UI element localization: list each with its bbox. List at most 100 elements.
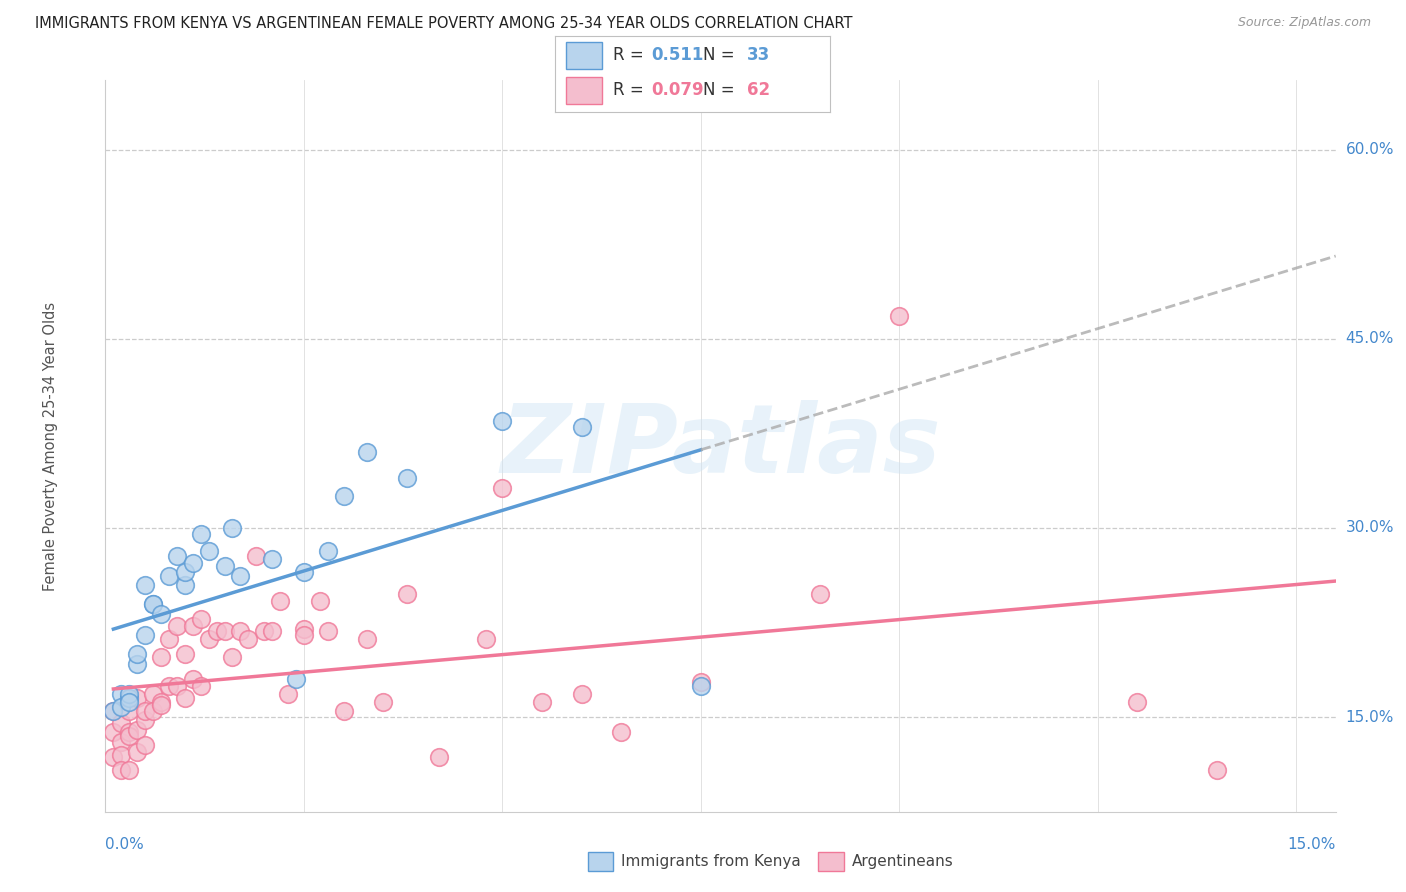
Point <box>103 750 125 764</box>
Point <box>110 735 132 749</box>
Point <box>808 586 831 600</box>
Point <box>332 490 354 504</box>
Text: Argentineans: Argentineans <box>852 855 953 869</box>
Point <box>221 649 243 664</box>
Point <box>173 647 195 661</box>
Text: 45.0%: 45.0% <box>1346 331 1393 346</box>
Point <box>173 691 195 706</box>
Point <box>316 543 339 558</box>
Point <box>610 725 633 739</box>
Point <box>292 622 315 636</box>
Point <box>221 521 243 535</box>
Point <box>110 688 132 702</box>
Point <box>150 649 173 664</box>
Point <box>1205 763 1227 777</box>
Point <box>396 470 419 484</box>
Text: Immigrants from Kenya: Immigrants from Kenya <box>621 855 801 869</box>
Point <box>689 674 711 689</box>
Point <box>157 679 180 693</box>
Point <box>262 552 284 566</box>
Point <box>103 704 125 718</box>
Text: ZIPatlas: ZIPatlas <box>501 400 941 492</box>
Point <box>150 698 173 712</box>
Text: N =: N = <box>703 46 735 64</box>
Point <box>316 624 339 639</box>
Point <box>197 632 219 646</box>
Point <box>103 725 125 739</box>
Point <box>181 619 204 633</box>
Point <box>134 738 156 752</box>
Point <box>205 624 228 639</box>
Point <box>142 704 165 718</box>
Point <box>571 420 593 434</box>
Bar <box>567 77 602 104</box>
Text: IMMIGRANTS FROM KENYA VS ARGENTINEAN FEMALE POVERTY AMONG 25-34 YEAR OLDS CORREL: IMMIGRANTS FROM KENYA VS ARGENTINEAN FEM… <box>35 16 852 31</box>
Text: 0.079: 0.079 <box>651 81 704 99</box>
Point <box>118 691 141 706</box>
Point <box>292 628 315 642</box>
Point <box>396 586 419 600</box>
Point <box>181 673 204 687</box>
Point <box>491 414 513 428</box>
Point <box>530 695 553 709</box>
Point <box>173 565 195 579</box>
Point <box>118 688 141 702</box>
Point <box>127 691 149 706</box>
Point <box>332 704 354 718</box>
Point <box>356 632 378 646</box>
Point <box>142 597 165 611</box>
Text: Female Poverty Among 25-34 Year Olds: Female Poverty Among 25-34 Year Olds <box>42 301 58 591</box>
Point <box>190 679 212 693</box>
Point <box>284 673 307 687</box>
Text: Source: ZipAtlas.com: Source: ZipAtlas.com <box>1237 16 1371 29</box>
Point <box>356 445 378 459</box>
Point <box>118 704 141 718</box>
Point <box>142 597 165 611</box>
Point <box>214 558 236 573</box>
Text: R =: R = <box>613 81 644 99</box>
Text: 33: 33 <box>748 46 770 64</box>
Text: 0.0%: 0.0% <box>105 838 145 853</box>
Text: 30.0%: 30.0% <box>1346 520 1393 535</box>
Point <box>1126 695 1149 709</box>
Point <box>190 527 212 541</box>
Point <box>689 679 711 693</box>
Point <box>127 647 149 661</box>
Text: 62: 62 <box>748 81 770 99</box>
Point <box>118 725 141 739</box>
Point <box>166 619 188 633</box>
Point <box>134 704 156 718</box>
Point <box>118 763 141 777</box>
Point <box>134 713 156 727</box>
Text: R =: R = <box>613 46 644 64</box>
Point <box>110 716 132 731</box>
Point <box>262 624 284 639</box>
Point <box>157 632 180 646</box>
Point <box>491 481 513 495</box>
Text: 60.0%: 60.0% <box>1346 142 1393 157</box>
Point <box>150 607 173 621</box>
Point <box>229 624 252 639</box>
Point <box>427 750 450 764</box>
Bar <box>567 42 602 69</box>
Point <box>245 549 267 563</box>
Point <box>118 729 141 743</box>
Point <box>127 657 149 672</box>
Point <box>166 679 188 693</box>
Point <box>373 695 395 709</box>
Point <box>238 632 260 646</box>
Point <box>110 700 132 714</box>
Point <box>229 569 252 583</box>
Point <box>475 632 498 646</box>
Point <box>173 578 195 592</box>
Point <box>134 628 156 642</box>
Point <box>253 624 276 639</box>
Text: 0.511: 0.511 <box>651 46 704 64</box>
Point <box>269 594 291 608</box>
Point <box>292 565 315 579</box>
Point <box>110 763 132 777</box>
Point <box>127 746 149 760</box>
Point <box>181 556 204 570</box>
Point <box>127 723 149 737</box>
Point <box>214 624 236 639</box>
